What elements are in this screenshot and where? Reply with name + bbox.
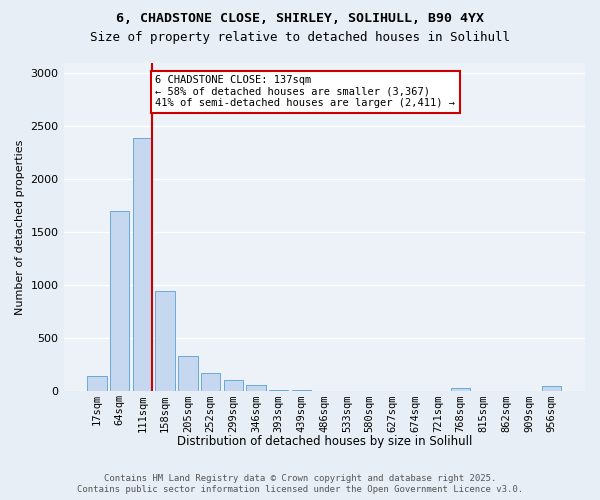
Bar (292, 390, 311, 392)
Bar (87, 376, 107, 392)
Bar (314, 390, 334, 392)
Bar (247, 384, 266, 392)
Text: Size of property relative to detached houses in Solihull: Size of property relative to detached ho… (90, 31, 510, 44)
Bar (337, 391, 356, 392)
Bar (451, 388, 470, 392)
Bar (133, 138, 152, 392)
Bar (224, 380, 243, 392)
Bar (110, 211, 130, 392)
Bar (155, 290, 175, 392)
Text: 6 CHADSTONE CLOSE: 137sqm
← 58% of detached houses are smaller (3,367)
41% of se: 6 CHADSTONE CLOSE: 137sqm ← 58% of detac… (155, 75, 455, 108)
Text: 6, CHADSTONE CLOSE, SHIRLEY, SOLIHULL, B90 4YX: 6, CHADSTONE CLOSE, SHIRLEY, SOLIHULL, B… (116, 12, 484, 24)
Y-axis label: Number of detached properties: Number of detached properties (15, 140, 25, 314)
Bar (383, 391, 402, 392)
X-axis label: Distribution of detached houses by size in Solihull: Distribution of detached houses by size … (176, 434, 472, 448)
Bar (269, 390, 289, 392)
Bar (178, 356, 197, 392)
Bar (542, 386, 561, 392)
Text: Contains HM Land Registry data © Crown copyright and database right 2025.
Contai: Contains HM Land Registry data © Crown c… (77, 474, 523, 494)
Bar (360, 391, 379, 392)
Bar (201, 373, 220, 392)
